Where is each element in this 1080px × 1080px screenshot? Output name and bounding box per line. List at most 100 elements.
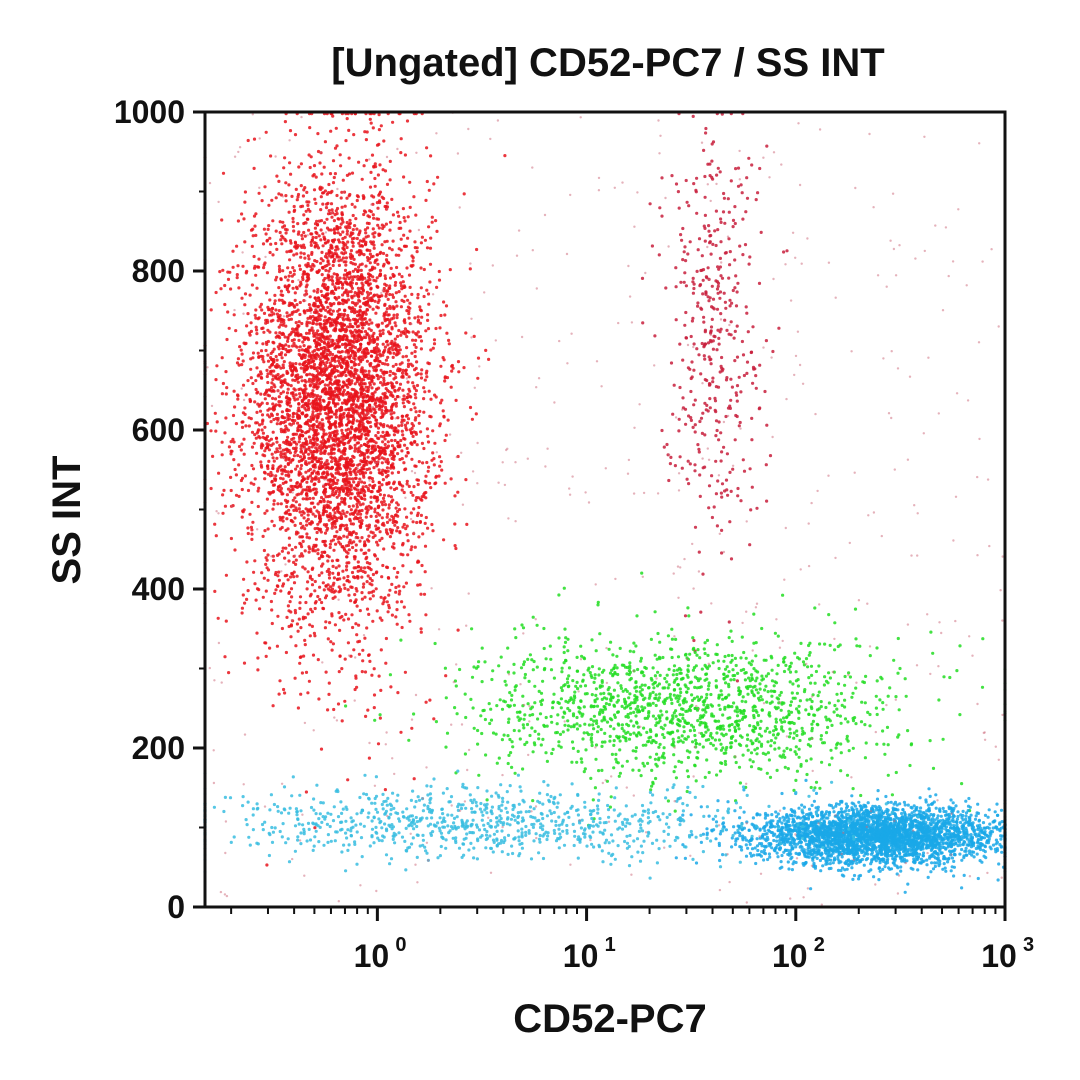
- data-point: [358, 244, 362, 248]
- data-point: [245, 269, 249, 273]
- data-point: [348, 192, 352, 197]
- data-point: [333, 285, 337, 289]
- data-point: [310, 326, 314, 330]
- data-point: [398, 589, 402, 593]
- data-point: [276, 319, 280, 323]
- data-point: [443, 438, 447, 443]
- data-point: [367, 327, 371, 331]
- data-point: [338, 226, 342, 230]
- data-point: [370, 447, 374, 451]
- data-point: [285, 391, 290, 395]
- data-point: [411, 520, 415, 524]
- data-point: [374, 456, 378, 460]
- data-point: [250, 283, 254, 287]
- data-point: [398, 348, 402, 352]
- data-point: [332, 576, 336, 580]
- data-point: [251, 467, 256, 471]
- data-point: [400, 625, 404, 630]
- data-point: [328, 266, 332, 271]
- data-point: [277, 286, 281, 290]
- data-point: [251, 227, 255, 231]
- data-point: [334, 209, 338, 213]
- data-point: [292, 581, 297, 585]
- data-point: [315, 443, 319, 447]
- data-point: [327, 228, 331, 232]
- data-point: [273, 477, 277, 481]
- data-point: [315, 310, 319, 314]
- data-point: [300, 434, 305, 438]
- data-point: [444, 674, 448, 678]
- data-point: [422, 294, 426, 299]
- data-point: [266, 359, 271, 363]
- data-point: [329, 515, 333, 520]
- data-point: [432, 182, 436, 186]
- data-point: [289, 241, 293, 245]
- data-point: [376, 359, 380, 363]
- data-point: [404, 244, 408, 248]
- data-point: [290, 548, 294, 552]
- data-point: [273, 591, 277, 596]
- data-point: [312, 469, 316, 473]
- data-point: [316, 378, 320, 382]
- data-point: [332, 302, 336, 306]
- data-point: [425, 246, 430, 250]
- data-point: [293, 419, 297, 423]
- data-point: [317, 348, 321, 352]
- data-point: [381, 508, 385, 512]
- data-point: [332, 320, 336, 324]
- data-point: [357, 250, 361, 254]
- data-point: [449, 477, 453, 481]
- data-point: [401, 397, 405, 401]
- data-point: [330, 467, 334, 471]
- data-point: [286, 339, 290, 343]
- data-point: [380, 470, 384, 475]
- data-point: [315, 222, 320, 227]
- data-point: [356, 265, 361, 269]
- data-point: [395, 313, 399, 317]
- data-point: [315, 530, 319, 535]
- data-point: [298, 661, 302, 665]
- data-point: [236, 397, 240, 401]
- data-point: [240, 611, 244, 615]
- data-point: [232, 458, 236, 462]
- data-point: [378, 352, 382, 356]
- data-point: [304, 380, 308, 384]
- data-point: [454, 398, 458, 402]
- data-point: [265, 239, 269, 243]
- data-point: [380, 516, 384, 520]
- data-point: [296, 308, 300, 312]
- data-point: [277, 578, 281, 582]
- data-point: [402, 216, 406, 220]
- data-point: [368, 318, 372, 322]
- data-point: [284, 199, 288, 203]
- data-point: [400, 414, 404, 418]
- data-point: [265, 401, 269, 406]
- data-point: [333, 359, 337, 363]
- data-point: [371, 375, 375, 379]
- data-point: [243, 601, 247, 605]
- data-point: [320, 571, 324, 575]
- data-point: [326, 473, 330, 477]
- data-point: [350, 324, 354, 329]
- data-point: [354, 476, 358, 480]
- data-point: [367, 283, 371, 287]
- data-point: [390, 514, 394, 518]
- data-point: [415, 360, 419, 364]
- data-point: [301, 441, 305, 445]
- data-point: [419, 627, 423, 631]
- data-point: [309, 522, 313, 526]
- data-point: [406, 539, 410, 543]
- data-point: [376, 498, 380, 502]
- data-point: [351, 477, 355, 481]
- data-point: [304, 470, 308, 474]
- data-point: [371, 572, 375, 577]
- data-point: [343, 345, 348, 349]
- data-point: [263, 397, 267, 401]
- data-point: [344, 550, 348, 554]
- data-point: [301, 452, 305, 456]
- data-point: [252, 570, 256, 574]
- data-point: [316, 432, 320, 436]
- data-point: [353, 438, 357, 442]
- data-point: [265, 374, 269, 379]
- data-point: [355, 409, 359, 413]
